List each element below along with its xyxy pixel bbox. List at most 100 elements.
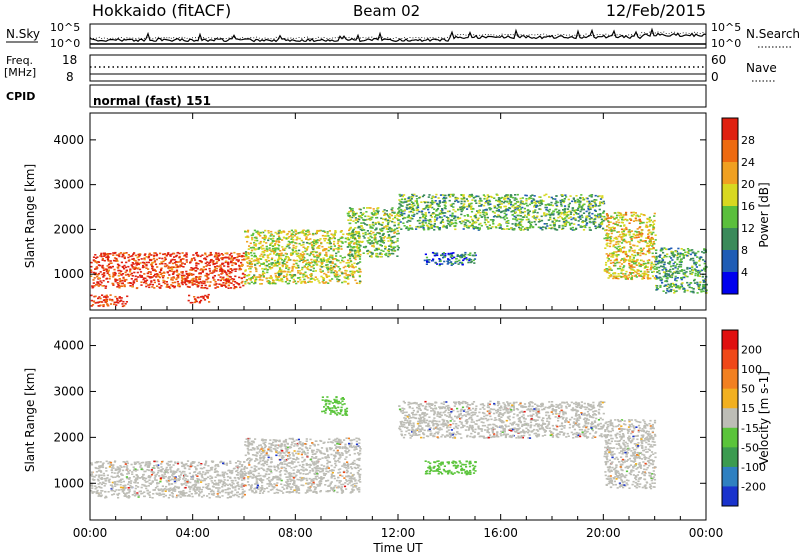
power-cell: [312, 254, 314, 256]
power-cell: [148, 262, 150, 264]
power-cell: [329, 237, 331, 239]
power-cell: [227, 266, 229, 268]
power-cell: [436, 255, 438, 257]
power-cell: [193, 280, 195, 282]
power-cell: [406, 207, 408, 209]
power-cell: [658, 270, 660, 272]
power-cell: [470, 205, 472, 207]
power-cell: [529, 204, 531, 206]
power-cell: [653, 223, 655, 225]
power-cell: [140, 281, 142, 283]
power-cell: [244, 275, 246, 277]
power-cell: [435, 194, 437, 196]
power-cell: [640, 271, 642, 273]
power-cell: [325, 259, 327, 261]
power-cell: [489, 201, 491, 203]
power-cell: [334, 234, 336, 236]
power-cell: [610, 238, 612, 240]
power-cell: [574, 202, 576, 204]
power-cell: [173, 253, 175, 255]
power-cell: [683, 270, 685, 272]
noise-right-label: N.Search: [746, 27, 800, 41]
power-cell: [176, 264, 178, 266]
power-cell: [562, 225, 564, 227]
power-cell: [349, 217, 351, 219]
power-cell: [618, 236, 620, 238]
power-cell: [148, 271, 150, 273]
power-cell: [267, 257, 269, 259]
power-cell: [314, 256, 316, 258]
power-cell: [450, 223, 452, 225]
power-cell: [607, 215, 609, 217]
power-cell: [351, 264, 353, 266]
power-cell: [251, 239, 253, 241]
power-cell: [675, 272, 677, 274]
power-cell: [333, 241, 335, 243]
power-cell: [466, 227, 468, 229]
power-cell: [149, 283, 151, 285]
power-cell: [355, 266, 357, 268]
power-cell: [367, 253, 369, 255]
power-cell: [480, 200, 482, 202]
power-cell: [575, 212, 577, 214]
power-cell: [306, 253, 308, 255]
power-cell: [117, 284, 119, 286]
power-cell: [379, 253, 381, 255]
power-cell: [163, 282, 165, 284]
power-cell: [518, 227, 520, 229]
power-cell: [287, 271, 289, 273]
power-cell: [656, 289, 658, 291]
power-cell: [280, 278, 282, 280]
power-cell: [588, 204, 590, 206]
power-cell: [493, 197, 495, 199]
power-cell: [150, 273, 152, 275]
power-cell: [689, 271, 691, 273]
power-cell: [443, 261, 445, 263]
power-cell: [311, 281, 313, 283]
power-cell: [167, 277, 169, 279]
power-cell: [479, 215, 481, 217]
power-cell: [440, 260, 442, 262]
power-cell: [129, 268, 131, 270]
power-cell: [470, 216, 472, 218]
power-cell: [441, 209, 443, 211]
power-cell: [242, 273, 244, 275]
power-cell: [192, 254, 194, 256]
power-cell: [686, 267, 688, 269]
power-cell: [347, 215, 349, 217]
power-cell: [323, 257, 325, 259]
power-cell: [449, 200, 451, 202]
power-cell: [209, 285, 211, 287]
power-cell: [529, 211, 531, 213]
power-cell: [348, 274, 350, 276]
power-cell: [239, 287, 241, 289]
power-cell: [223, 284, 225, 286]
power-cell: [471, 194, 473, 196]
power-cell: [497, 214, 499, 216]
power-cell: [356, 270, 358, 272]
power-cell: [633, 255, 635, 257]
power-cell: [349, 258, 351, 260]
power-cell: [295, 248, 297, 250]
power-cell: [247, 265, 249, 267]
power-cell: [280, 258, 282, 260]
power-cell: [375, 217, 377, 219]
power-cell: [104, 254, 106, 256]
power-cell: [113, 269, 115, 271]
power-cell: [167, 252, 169, 254]
power-cell: [96, 276, 98, 278]
power-cell: [389, 254, 391, 256]
power-cell: [553, 228, 555, 230]
power-cell: [416, 200, 418, 202]
power-cell: [514, 209, 516, 211]
power-cell: [214, 287, 216, 289]
power-cell: [470, 262, 472, 264]
power-cell: [355, 256, 357, 258]
power-cell: [195, 270, 197, 272]
power-cell: [693, 280, 695, 282]
power-cell: [338, 270, 340, 272]
power-cell: [292, 250, 294, 252]
power-cell: [182, 252, 184, 254]
power-cell: [340, 231, 342, 233]
power-cell: [656, 277, 658, 279]
